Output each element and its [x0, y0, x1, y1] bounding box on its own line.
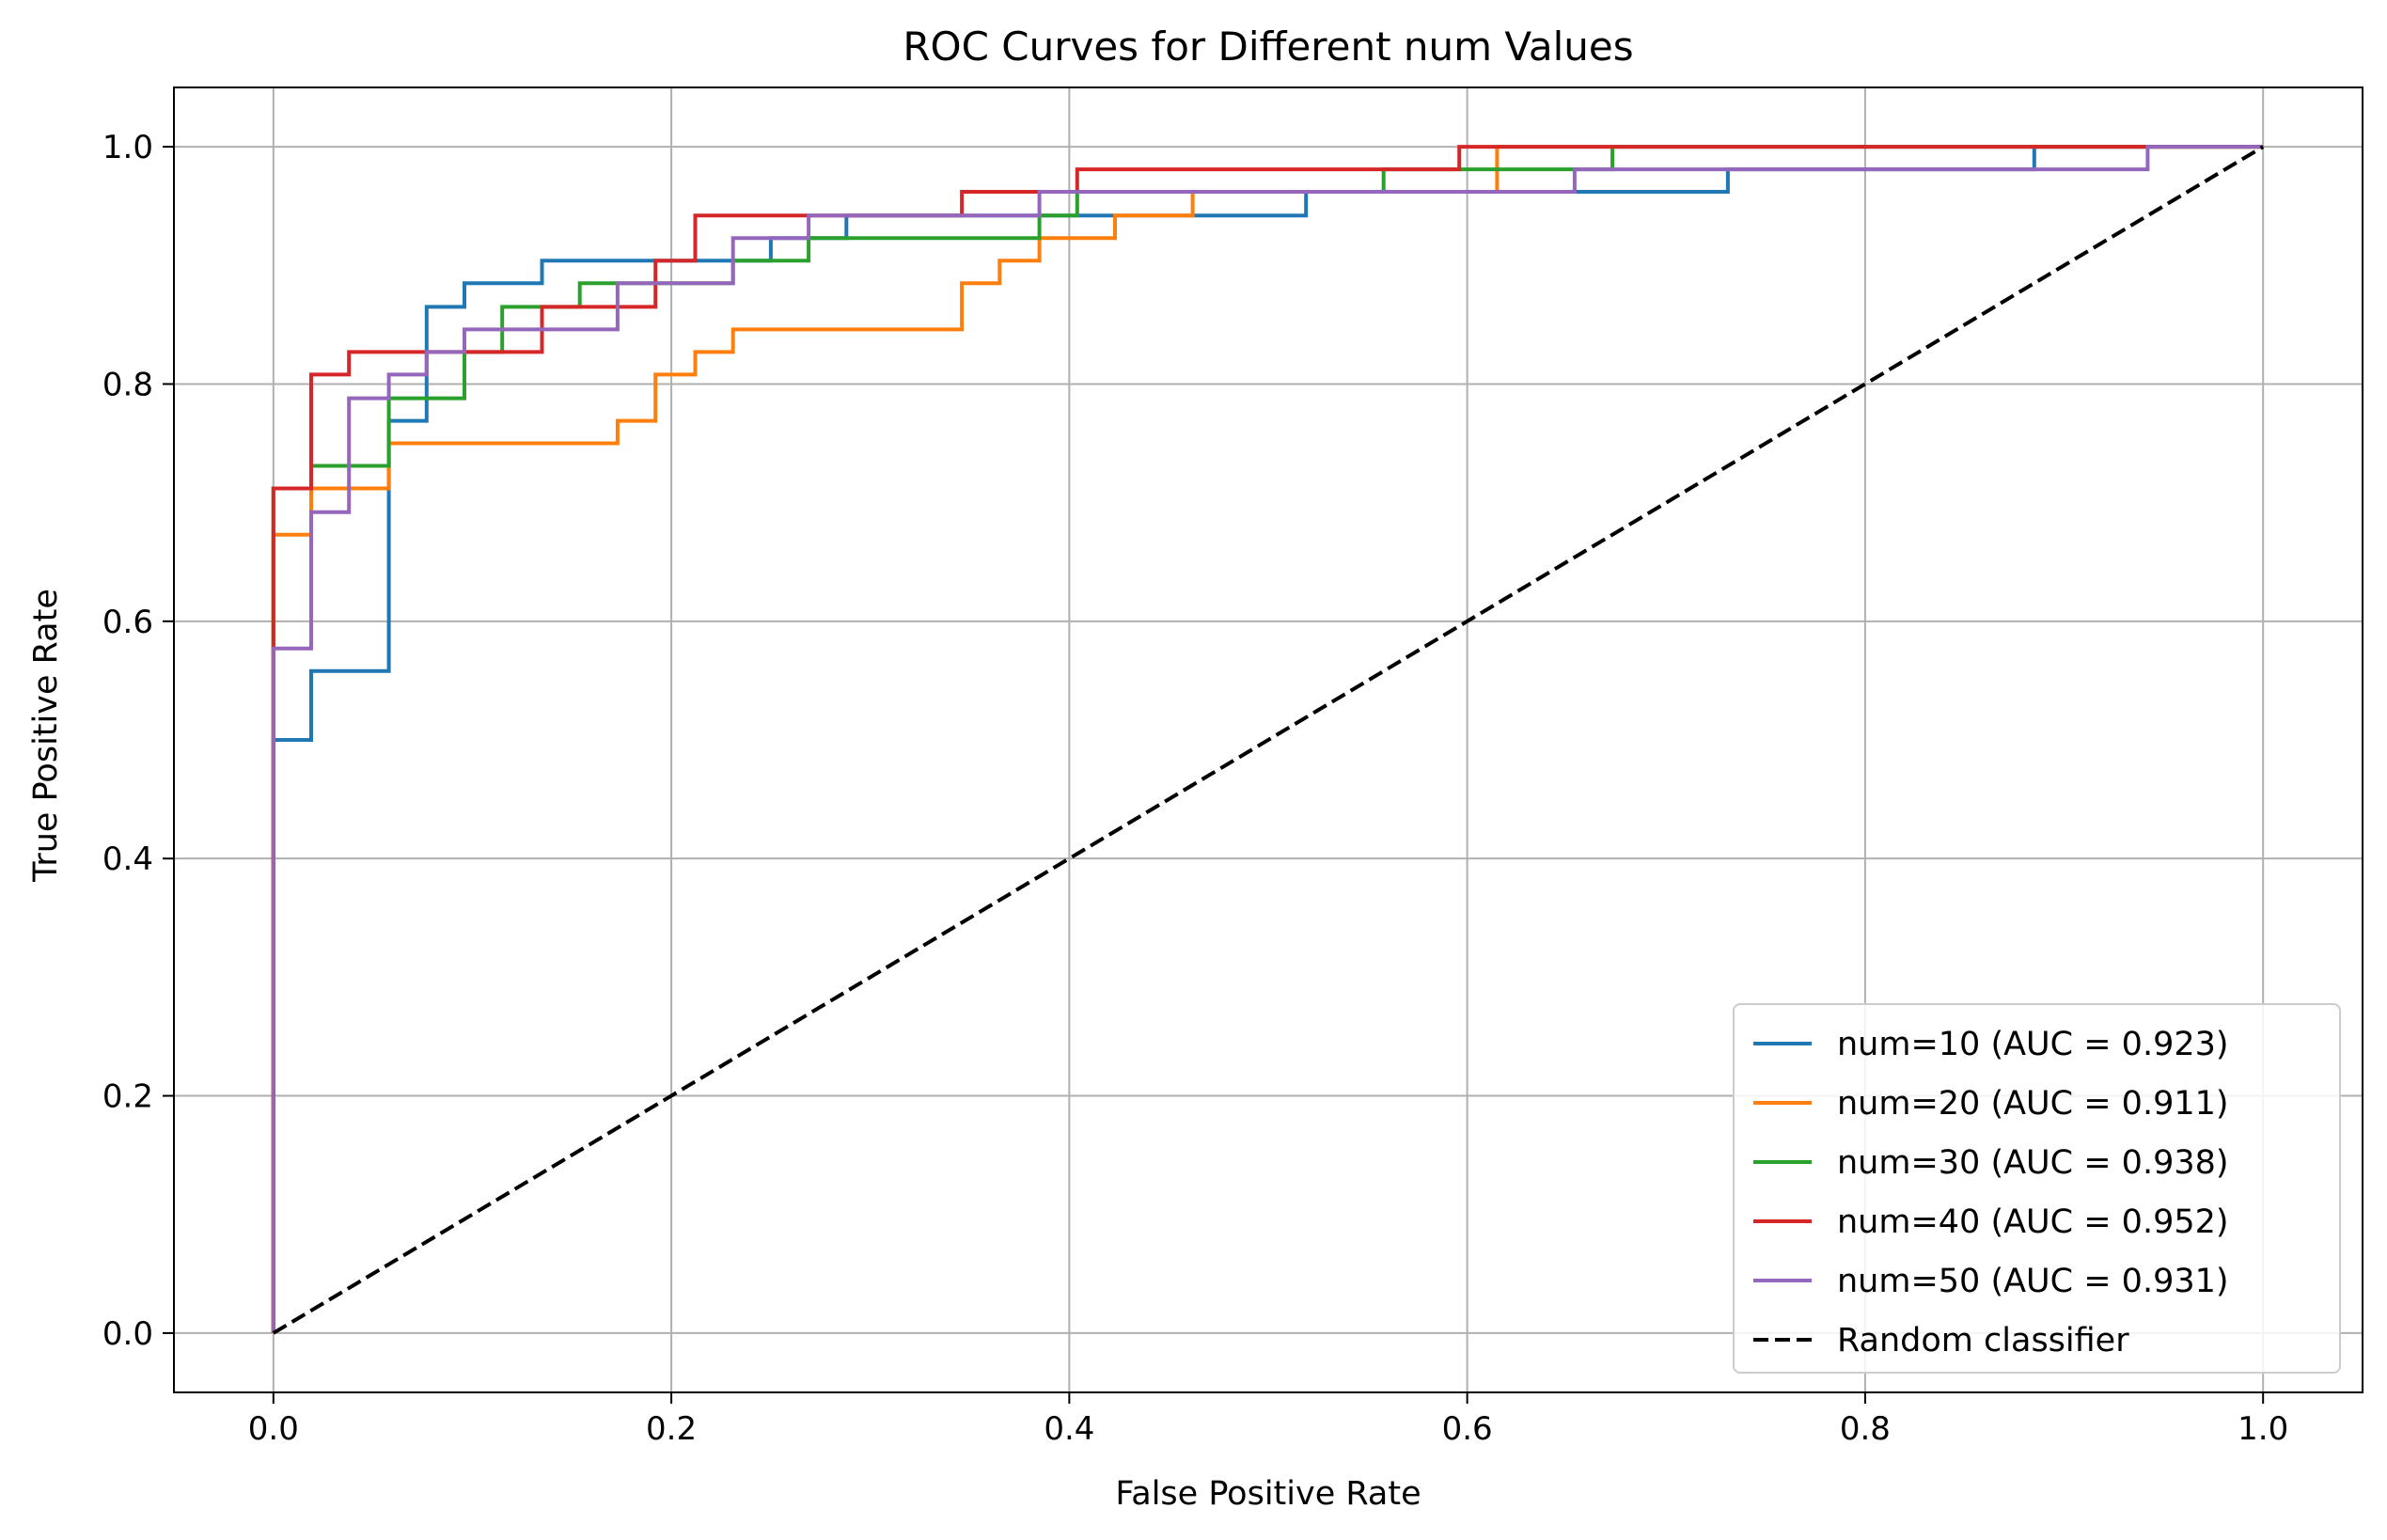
x-tick-label: 0.4	[1044, 1410, 1094, 1448]
plot-lines	[271, 145, 2265, 1335]
chart-title: ROC Curves for Different num Values	[903, 24, 1633, 70]
legend-label: Random classifier	[1837, 1322, 2129, 1359]
x-tick-label: 0.0	[248, 1410, 299, 1448]
legend: num=10 (AUC = 0.923) num=20 (AUC = 0.911)…	[1733, 1003, 2341, 1374]
x-tick-label: 0.8	[1840, 1410, 1891, 1448]
legend-label: num=30 (AUC = 0.938)	[1837, 1144, 2229, 1182]
legend-label: num=10 (AUC = 0.923)	[1837, 1026, 2229, 1063]
x-axis-label: False Positive Rate	[1115, 1475, 1421, 1513]
y-tick-label: 0.0	[102, 1315, 153, 1353]
y-tick-label: 0.4	[102, 841, 153, 878]
y-tick-label: 1.0	[102, 129, 153, 166]
grid	[174, 87, 2363, 1392]
legend-label: num=40 (AUC = 0.952)	[1837, 1203, 2229, 1241]
x-tick-label: 0.2	[646, 1410, 697, 1448]
y-tick-label: 0.2	[102, 1078, 153, 1116]
x-tick-label: 1.0	[2238, 1410, 2288, 1448]
axes-frame	[173, 86, 2363, 1393]
y-tick-label: 0.6	[102, 604, 153, 641]
series-line	[271, 145, 2264, 1333]
ticks: 0.0 0.2 0.4 0.6 0.8 1.0 0.0 0.2 0.4 0.6 0.8 1.0	[102, 129, 2288, 1448]
series-line	[271, 145, 2264, 1333]
x-tick-label: 0.6	[1442, 1410, 1493, 1448]
legend-label: num=20 (AUC = 0.911)	[1837, 1085, 2229, 1123]
y-axis-label: True Positive Rate	[27, 589, 65, 883]
series-line	[272, 145, 2265, 1335]
series-line	[271, 145, 2264, 1333]
y-tick-label: 0.8	[102, 366, 153, 403]
legend-label: num=50 (AUC = 0.931)	[1837, 1263, 2229, 1300]
legend-box	[1733, 1003, 2341, 1374]
